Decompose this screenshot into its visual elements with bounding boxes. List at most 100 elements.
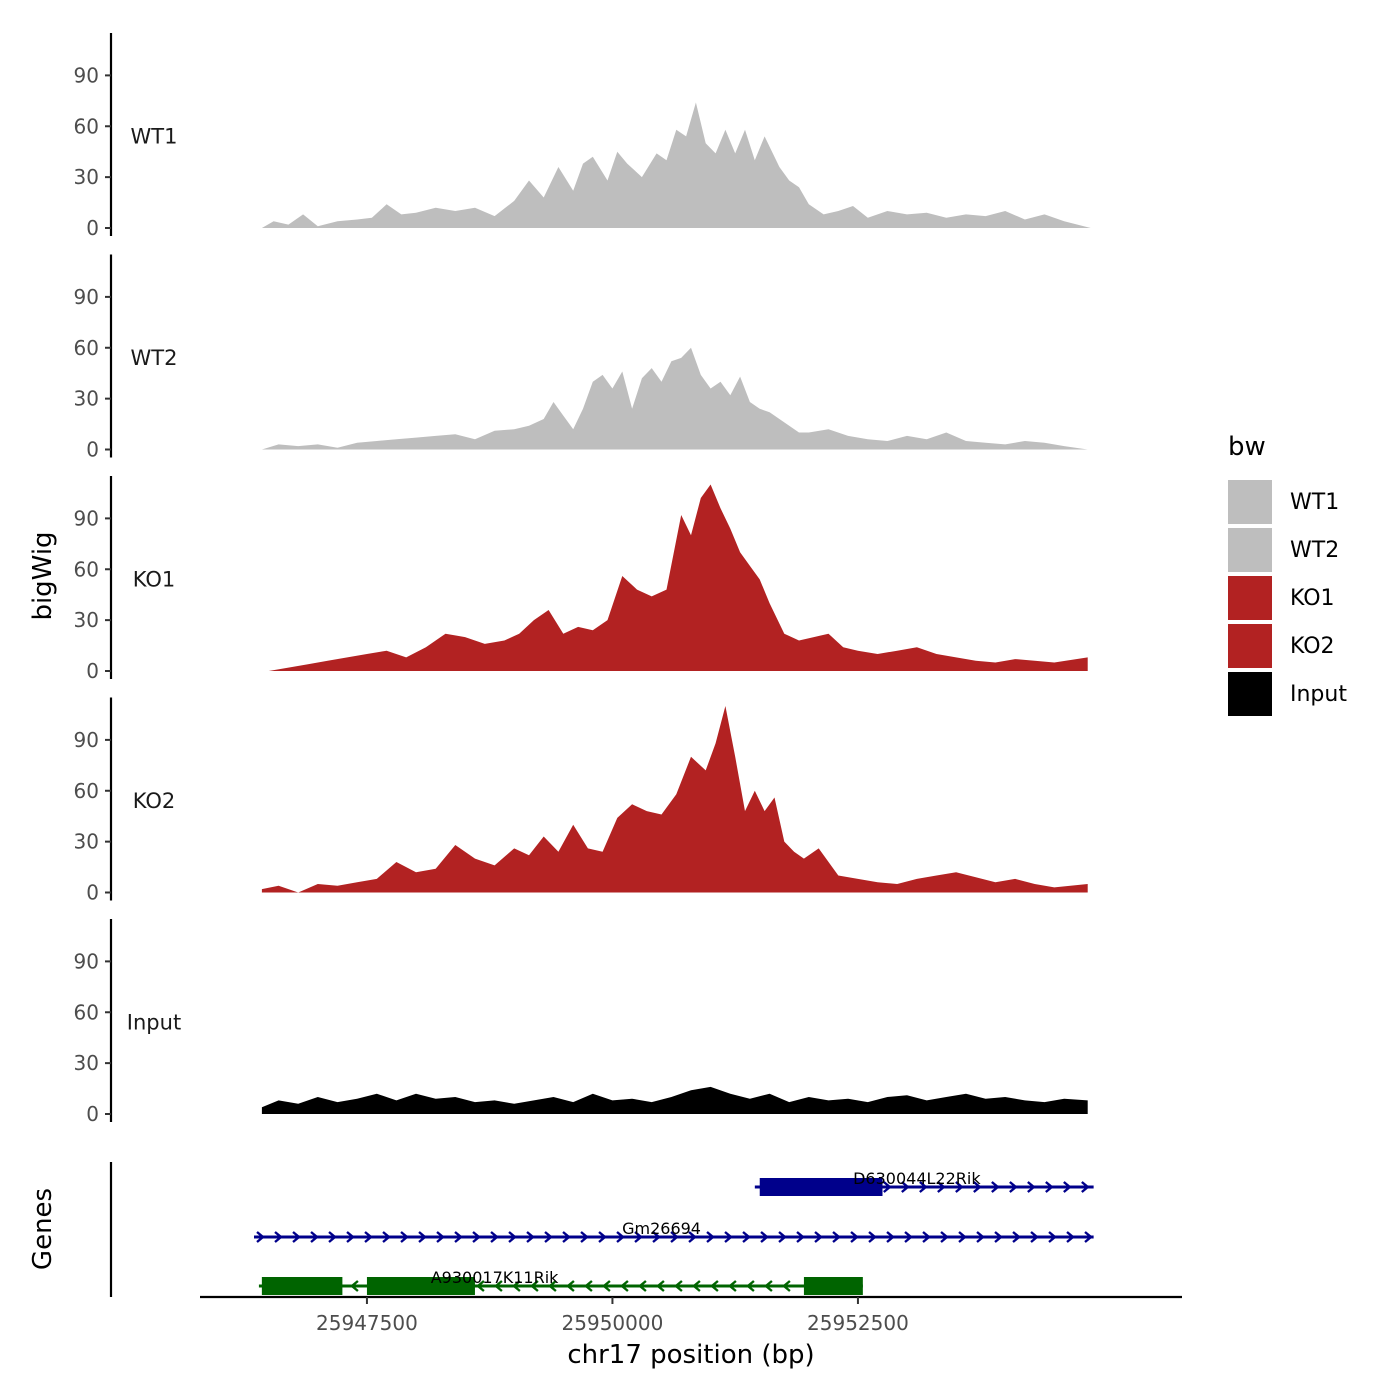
strand-arrow-a930017k11rik <box>548 1280 557 1292</box>
strand-arrow-d630044l22rik <box>1063 1181 1072 1193</box>
strand-arrow-gm26694 <box>670 1231 679 1243</box>
strand-arrow-a930017k11rik <box>656 1280 665 1292</box>
strand-arrow-gm26694 <box>922 1231 931 1243</box>
strand-arrow-gm26694 <box>994 1231 1003 1243</box>
panel-label-wt2: WT2 <box>131 346 178 370</box>
strand-arrow-a930017k11rik <box>584 1280 593 1292</box>
strand-arrow-gm26694 <box>778 1231 787 1243</box>
x-tick-label-25950000: 25950000 <box>562 1311 664 1335</box>
strand-arrow-d630044l22rik <box>883 1181 892 1193</box>
x-tick-label-25947500: 25947500 <box>316 1311 418 1335</box>
strand-arrow-gm26694 <box>940 1231 949 1243</box>
strand-arrow-a930017k11rik <box>566 1280 575 1292</box>
legend-label-wt2: WT2 <box>1290 537 1340 563</box>
strand-arrow-gm26694 <box>580 1231 589 1243</box>
y-axis-title: bigWig <box>28 531 58 620</box>
strand-arrow-d630044l22rik <box>937 1181 946 1193</box>
strand-arrow-gm26694 <box>688 1231 697 1243</box>
area-wt2 <box>261 347 1088 450</box>
strand-arrow-gm26694 <box>526 1231 535 1243</box>
strand-arrow-gm26694 <box>1084 1231 1093 1243</box>
y-tick-label-ko1-90: 90 <box>74 506 99 530</box>
strand-arrow-gm26694 <box>1048 1231 1057 1243</box>
strand-arrow-gm26694 <box>256 1231 265 1243</box>
y-tick-label-wt1-30: 30 <box>74 165 99 189</box>
strand-arrow-a930017k11rik <box>710 1280 719 1292</box>
strand-arrow-d630044l22rik <box>919 1181 928 1193</box>
x-axis-title: chr17 position (bp) <box>567 1340 814 1370</box>
strand-arrow-gm26694 <box>292 1231 301 1243</box>
strand-arrow-a930017k11rik <box>674 1280 683 1292</box>
strand-arrow-gm26694 <box>490 1231 499 1243</box>
strand-arrow-gm26694 <box>904 1231 913 1243</box>
gene-label-a930017k11rik: A930017K11Rik <box>431 1268 559 1287</box>
y-tick-label-ko2-30: 30 <box>74 830 99 854</box>
legend-entry-ko1: KO1 <box>1228 574 1347 622</box>
strand-arrow-a930017k11rik <box>512 1280 521 1292</box>
y-tick-label-input-60: 60 <box>74 1000 99 1024</box>
y-tick-label-ko1-0: 0 <box>86 659 99 683</box>
strand-arrow-d630044l22rik <box>1081 1181 1090 1193</box>
legend-label-ko1: KO1 <box>1290 585 1335 611</box>
strand-arrow-gm26694 <box>328 1231 337 1243</box>
legend-label-wt1: WT1 <box>1290 489 1340 515</box>
strand-arrow-a930017k11rik <box>494 1280 503 1292</box>
strand-arrow-gm26694 <box>796 1231 805 1243</box>
y-tick-label-wt2-90: 90 <box>74 285 99 309</box>
strand-arrow-gm26694 <box>868 1231 877 1243</box>
strand-arrow-d630044l22rik <box>973 1181 982 1193</box>
y-tick-label-ko2-60: 60 <box>74 779 99 803</box>
strand-arrow-a930017k11rik <box>782 1280 791 1292</box>
strand-arrow-d630044l22rik <box>991 1181 1000 1193</box>
strand-arrow-gm26694 <box>400 1231 409 1243</box>
strand-arrow-gm26694 <box>976 1231 985 1243</box>
strand-arrow-d630044l22rik <box>1027 1181 1036 1193</box>
legend-label-input: Input <box>1290 681 1347 707</box>
y-tick-label-ko1-30: 30 <box>74 608 99 632</box>
strand-arrow-gm26694 <box>454 1231 463 1243</box>
strand-arrow-gm26694 <box>598 1231 607 1243</box>
strand-arrow-a930017k11rik <box>728 1280 737 1292</box>
strand-arrow-a930017k11rik <box>350 1280 359 1292</box>
legend-entry-ko2: KO2 <box>1228 622 1347 670</box>
y-tick-label-wt1-0: 0 <box>86 216 99 240</box>
y-tick-label-wt1-60: 60 <box>74 114 99 138</box>
strand-arrow-gm26694 <box>346 1231 355 1243</box>
strand-arrow-gm26694 <box>1012 1231 1021 1243</box>
legend-key-wt2 <box>1228 528 1272 572</box>
strand-arrow-gm26694 <box>886 1231 895 1243</box>
legend-key-ko2 <box>1228 624 1272 668</box>
strand-arrow-a930017k11rik <box>692 1280 701 1292</box>
strand-arrow-gm26694 <box>274 1231 283 1243</box>
strand-arrow-d630044l22rik <box>955 1181 964 1193</box>
strand-arrow-d630044l22rik <box>1009 1181 1018 1193</box>
legend: bw WT1 WT2 KO1 KO2 Input <box>1228 432 1347 718</box>
strand-arrow-gm26694 <box>382 1231 391 1243</box>
strand-arrow-gm26694 <box>562 1231 571 1243</box>
strand-arrow-gm26694 <box>544 1231 553 1243</box>
y-tick-label-wt2-60: 60 <box>74 336 99 360</box>
strand-arrow-gm26694 <box>1066 1231 1075 1243</box>
legend-entry-wt1: WT1 <box>1228 478 1347 526</box>
strand-arrow-gm26694 <box>1030 1231 1039 1243</box>
legend-entry-wt2: WT2 <box>1228 526 1347 574</box>
strand-arrow-gm26694 <box>616 1231 625 1243</box>
strand-arrow-gm26694 <box>508 1231 517 1243</box>
strand-arrow-a930017k11rik <box>530 1280 539 1292</box>
strand-arrow-gm26694 <box>634 1231 643 1243</box>
y-tick-label-wt2-0: 0 <box>86 438 99 462</box>
gene-exon-a930017k11rik-1 <box>366 1277 475 1295</box>
y-tick-label-ko2-90: 90 <box>74 728 99 752</box>
legend-key-wt1 <box>1228 480 1272 524</box>
y-tick-label-wt1-90: 90 <box>74 63 99 87</box>
strand-arrow-gm26694 <box>472 1231 481 1243</box>
y-tick-label-ko2-0: 0 <box>86 881 99 905</box>
legend-title: bw <box>1228 432 1266 462</box>
panel-label-ko2: KO2 <box>133 789 176 813</box>
panel-label-ko1: KO1 <box>133 567 176 591</box>
area-wt1 <box>261 102 1091 228</box>
strand-arrow-gm26694 <box>850 1231 859 1243</box>
y-tick-label-input-30: 30 <box>74 1051 99 1075</box>
area-ko2 <box>261 706 1088 893</box>
